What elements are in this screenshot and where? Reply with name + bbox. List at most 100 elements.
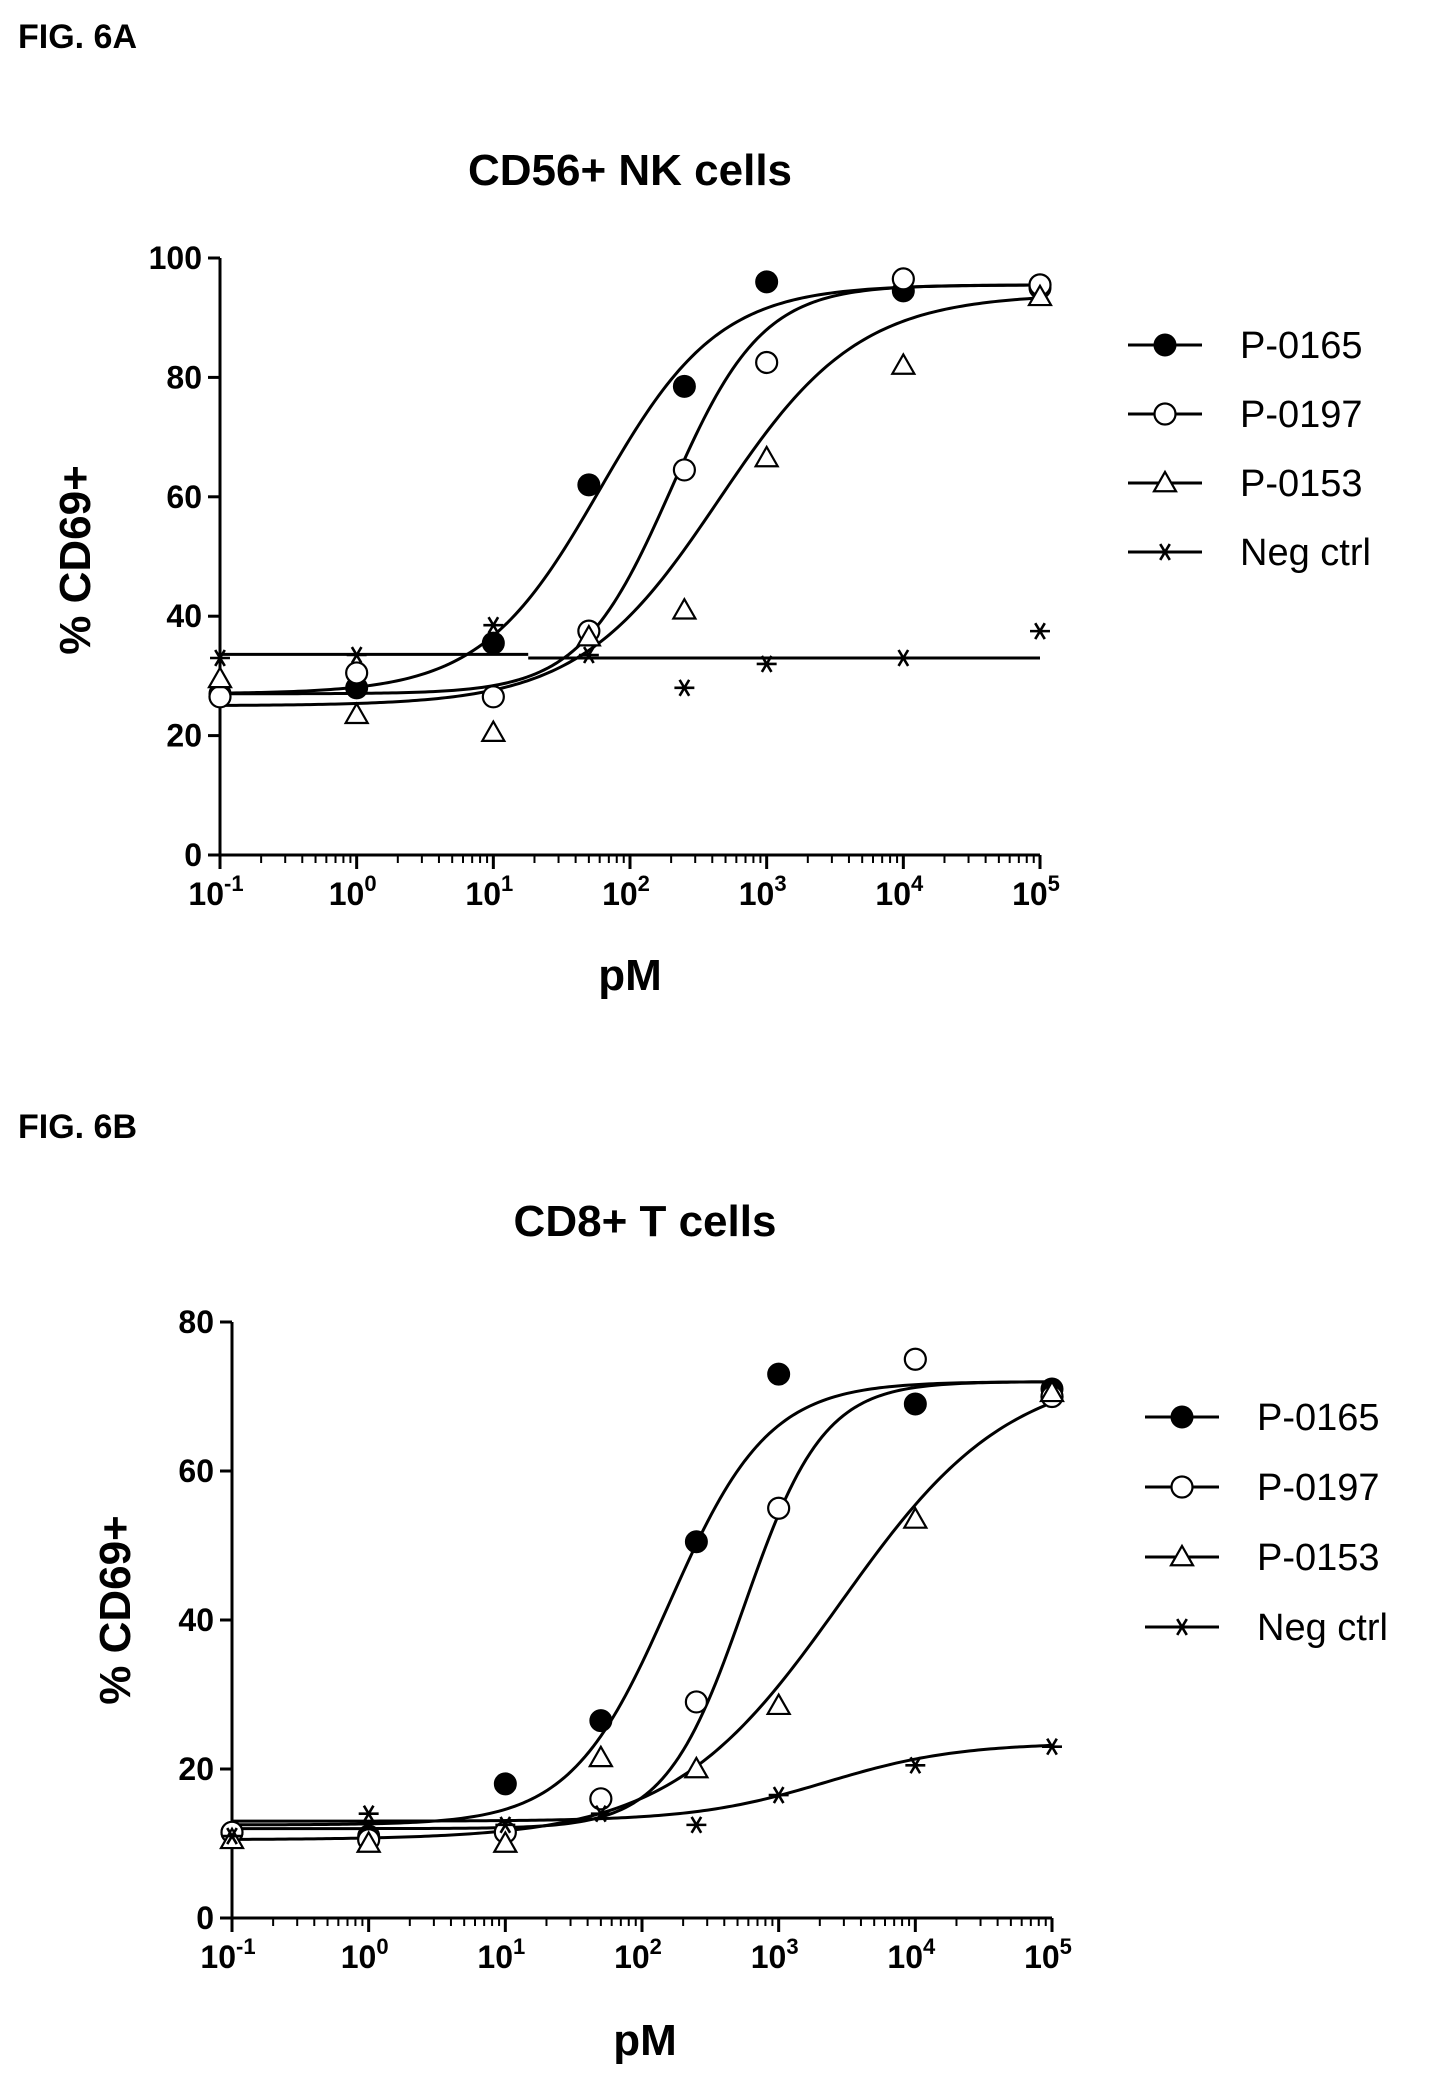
axes-b: 0 20 40 60 80 10-1 100 101 102 103 104 105 xyxy=(178,1304,1072,1975)
legend-label: Neg ctrl xyxy=(1257,1607,1388,1649)
legend-marker-p-0165 xyxy=(1153,333,1177,357)
data-point-neg-ctrl xyxy=(578,646,599,664)
y-tick-label: 80 xyxy=(178,1304,214,1340)
data-point-p-0153 xyxy=(587,1744,614,1768)
x-tick-label: 10-1 xyxy=(200,1934,255,1975)
data-point-p-0197 xyxy=(755,350,779,375)
fit-curve-p-0153 xyxy=(231,1401,1053,1841)
x-tick-label: 105 xyxy=(1024,1934,1072,1975)
fit-curve-p-0197 xyxy=(220,283,1041,696)
x-tick-label: 101 xyxy=(477,1934,525,1975)
data-point-p-0153 xyxy=(575,623,602,647)
data-point-p-0197 xyxy=(589,1787,613,1811)
x-axis-label-b: pM xyxy=(613,2016,677,2065)
data-point-neg-ctrl xyxy=(483,616,504,634)
data-point-p-0153 xyxy=(355,1830,382,1853)
data-point-p-0165 xyxy=(577,473,601,497)
legend-marker-p-0165 xyxy=(1170,1405,1194,1429)
data-point-neg-ctrl xyxy=(756,655,777,673)
data-point-p-0197 xyxy=(891,267,915,291)
data-point-neg-ctrl xyxy=(210,649,230,667)
y-tick-label: 60 xyxy=(178,1453,214,1489)
x-tick-label: 104 xyxy=(875,871,924,912)
chart-title-b: CD8+ T cells xyxy=(514,1197,777,1246)
data-point-neg-ctrl xyxy=(495,1816,516,1834)
legend-label: P-0165 xyxy=(1257,1397,1380,1439)
data-point-p-0165 xyxy=(589,1709,613,1733)
data-point-p-0197 xyxy=(684,1690,708,1714)
x-tick-label: 100 xyxy=(341,1934,389,1975)
data-point-p-0165 xyxy=(755,270,779,294)
data-point-neg-ctrl xyxy=(893,649,914,667)
x-tick-label: 101 xyxy=(465,871,513,912)
legend-item-p-0165: P-0165 xyxy=(1128,325,1363,367)
data-points-a xyxy=(207,267,1053,742)
legend-label: Neg ctrl xyxy=(1240,532,1371,574)
data-point-neg-ctrl xyxy=(358,1805,379,1823)
x-tick-label: 103 xyxy=(751,1934,799,1975)
data-point-p-0153 xyxy=(343,701,370,725)
x-tick-label: 105 xyxy=(1012,871,1060,912)
fit-curves-b xyxy=(231,1380,1053,1841)
data-point-p-0165 xyxy=(767,1362,791,1386)
legend-b: P-0165 P-0197 P-0153 Neg ctrl xyxy=(1145,1397,1388,1649)
x-tick-label: 10-1 xyxy=(188,871,243,912)
data-point-neg-ctrl xyxy=(1042,1738,1062,1756)
panel-b: FIG. 6B CD8+ T cells % CD69+ pM 0 20 40 60 8… xyxy=(18,1108,1388,2065)
data-point-p-0165 xyxy=(903,1392,927,1416)
axes-a: 0 20 40 60 80 100 10-1 100 101 102 103 104 105 xyxy=(149,240,1060,912)
legend-label: P-0165 xyxy=(1240,325,1363,367)
legend-marker-neg-ctrl xyxy=(1155,543,1175,561)
fit-curve-p-0165 xyxy=(232,1380,1053,1827)
data-point-p-0153 xyxy=(765,1692,792,1716)
data-point-p-0197 xyxy=(481,685,505,709)
y-tick-label: 60 xyxy=(166,479,202,515)
data-points-b xyxy=(219,1347,1065,1853)
data-point-p-0153 xyxy=(671,596,698,620)
fit-curve-p-0165 xyxy=(219,283,1041,695)
figure-label-a: FIG. 6A xyxy=(18,18,137,56)
legend-marker-p-0153 xyxy=(1169,1543,1195,1567)
legend-item-p-0165: P-0165 xyxy=(1145,1397,1380,1439)
legend-item-p-0153: P-0153 xyxy=(1145,1537,1380,1579)
y-tick-label: 20 xyxy=(178,1751,214,1787)
data-point-p-0153 xyxy=(902,1506,929,1529)
fit-curve-neg-ctrl xyxy=(232,1743,1053,1823)
fit-curves-a xyxy=(219,283,1041,707)
legend-item-neg-ctrl: Neg ctrl xyxy=(1128,532,1371,574)
y-tick-label: 100 xyxy=(149,240,202,276)
data-point-p-0153 xyxy=(1039,1379,1065,1403)
legend-marker-p-0197 xyxy=(1153,402,1177,426)
data-point-p-0197 xyxy=(672,458,696,482)
y-tick-label: 40 xyxy=(178,1602,214,1638)
data-point-p-0197 xyxy=(345,661,369,685)
y-tick-label: 40 xyxy=(166,598,202,634)
data-point-p-0197 xyxy=(903,1347,927,1371)
legend-item-neg-ctrl: Neg ctrl xyxy=(1145,1607,1388,1649)
x-tick-label: 100 xyxy=(329,871,377,912)
y-axis-label-b: % CD69+ xyxy=(91,1515,140,1705)
data-point-p-0165 xyxy=(672,374,696,398)
y-axis-label-a: % CD69+ xyxy=(51,465,100,655)
fit-curve-p-0153 xyxy=(219,296,1041,707)
fit-curve-p-0197 xyxy=(232,1380,1053,1831)
legend-label: P-0197 xyxy=(1240,394,1363,436)
data-point-p-0165 xyxy=(684,1530,708,1554)
figure-label-b: FIG. 6B xyxy=(18,1108,137,1146)
legend-marker-p-0153 xyxy=(1152,469,1178,493)
data-point-p-0165 xyxy=(493,1772,517,1796)
data-point-p-0153 xyxy=(683,1755,710,1779)
y-tick-label: 20 xyxy=(166,718,202,754)
x-tick-label: 104 xyxy=(887,1934,936,1975)
legend-item-p-0197: P-0197 xyxy=(1145,1467,1380,1509)
data-point-p-0153 xyxy=(207,665,233,689)
data-point-neg-ctrl xyxy=(590,1805,611,1823)
data-point-p-0153 xyxy=(753,444,780,468)
data-point-neg-ctrl xyxy=(346,646,367,664)
legend-label: P-0197 xyxy=(1257,1467,1380,1509)
x-tick-label: 102 xyxy=(602,871,650,912)
x-axis-label-a: pM xyxy=(598,951,662,1000)
x-tick-label: 102 xyxy=(614,1934,662,1975)
y-tick-label: 80 xyxy=(166,359,202,395)
